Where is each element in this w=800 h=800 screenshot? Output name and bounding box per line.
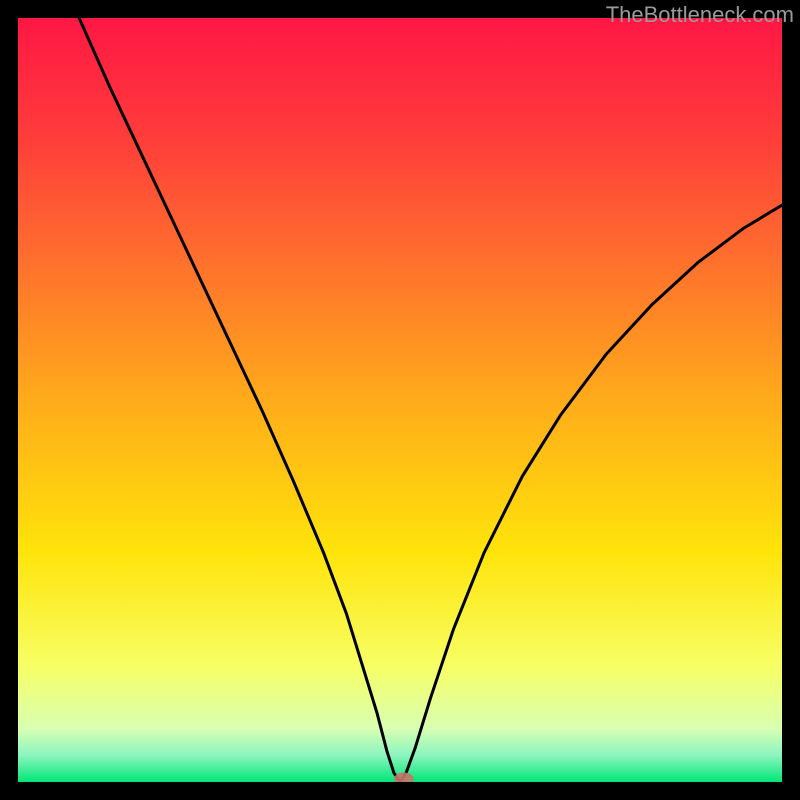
bottleneck-chart xyxy=(18,18,782,782)
watermark-text: TheBottleneck.com xyxy=(606,2,794,28)
chart-svg xyxy=(18,18,782,782)
